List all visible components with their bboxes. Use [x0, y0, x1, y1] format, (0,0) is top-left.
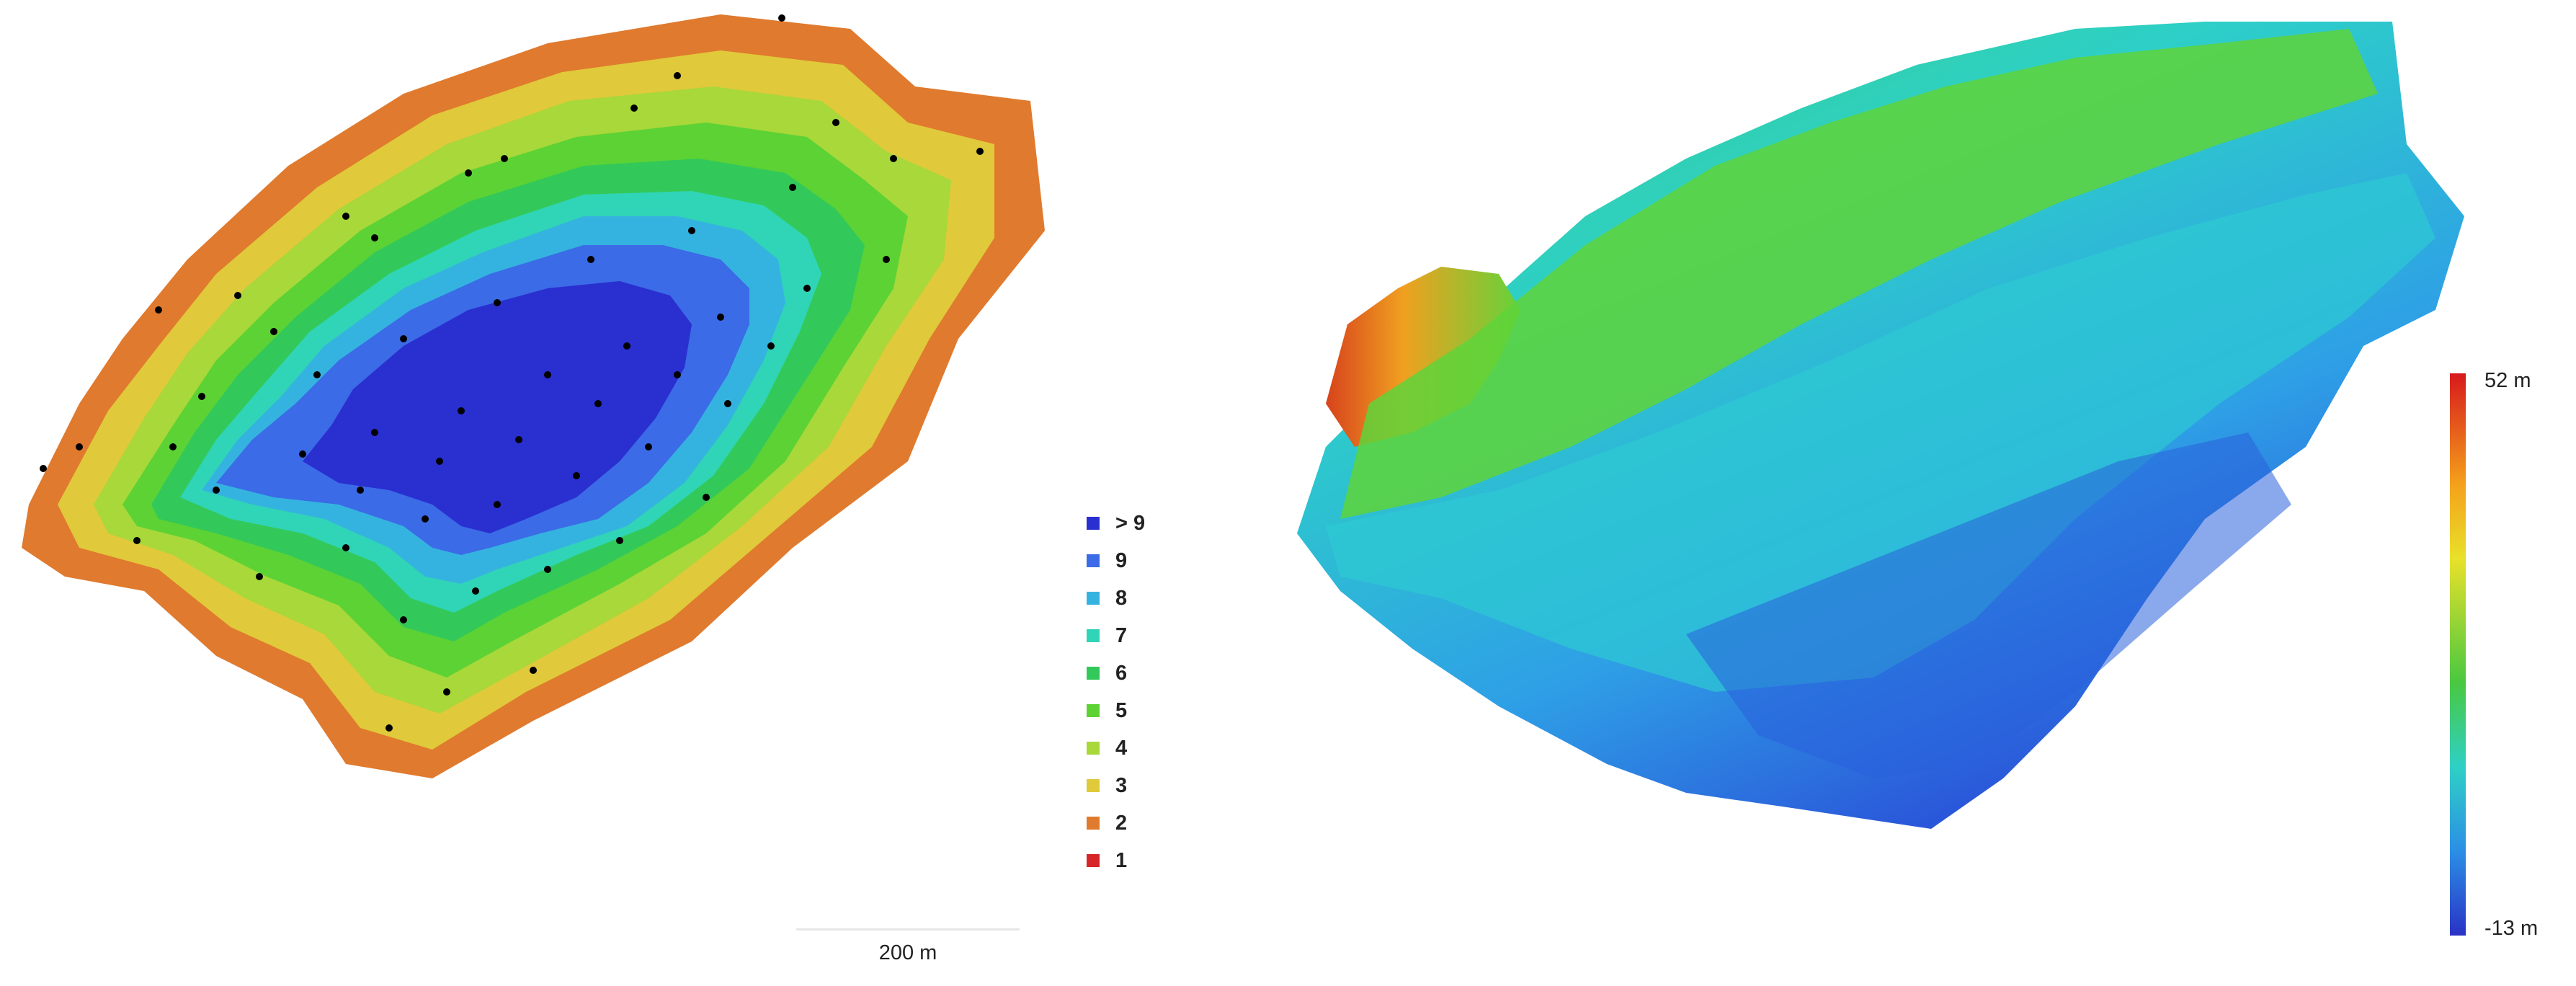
colorbar-max-label: 52 m [2484, 369, 2531, 392]
legend-item: 8 [1087, 584, 1127, 613]
legend-item: 2 [1087, 809, 1127, 838]
dsm-map [1297, 22, 2464, 829]
legend-label: 8 [1115, 586, 1128, 610]
legend-swatch [1087, 854, 1100, 867]
legend-item: 1 [1087, 846, 1127, 875]
legend-item: 5 [1087, 696, 1127, 725]
legend-swatch [1087, 517, 1100, 530]
overlap-level-gt9 [303, 281, 692, 533]
legend-item: > 9 [1087, 509, 1145, 538]
legend-label: 7 [1115, 623, 1128, 647]
legend-swatch [1087, 667, 1100, 680]
scale-bar-line [796, 928, 1020, 931]
legend-item: 9 [1087, 546, 1127, 575]
overlap-map [22, 14, 1045, 778]
legend-label: 6 [1115, 661, 1128, 685]
legend-label: 3 [1115, 773, 1128, 797]
legend-item: 4 [1087, 734, 1127, 763]
legend-item: 7 [1087, 621, 1127, 650]
camera-positions [40, 14, 984, 732]
legend-swatch [1087, 779, 1100, 792]
colorbar-min-label: -13 m [2484, 917, 2539, 940]
legend-label: 1 [1115, 848, 1128, 872]
dsm-surface [1297, 22, 2464, 829]
legend-swatch [1087, 554, 1100, 567]
legend-item: 3 [1087, 771, 1127, 800]
legend-swatch [1087, 817, 1100, 830]
elevation-colorbar [2450, 373, 2466, 936]
legend-swatch [1087, 704, 1100, 717]
legend-label: 4 [1115, 736, 1128, 760]
legend-swatch [1087, 742, 1100, 755]
legend-swatch [1087, 629, 1100, 642]
legend-label: 9 [1115, 548, 1128, 572]
legend-swatch [1087, 592, 1100, 605]
legend-label: 2 [1115, 811, 1128, 835]
legend-label: > 9 [1115, 511, 1146, 535]
legend-item: 6 [1087, 659, 1127, 688]
scale-bar-label: 200 m [878, 941, 937, 964]
legend-label: 5 [1115, 698, 1128, 722]
